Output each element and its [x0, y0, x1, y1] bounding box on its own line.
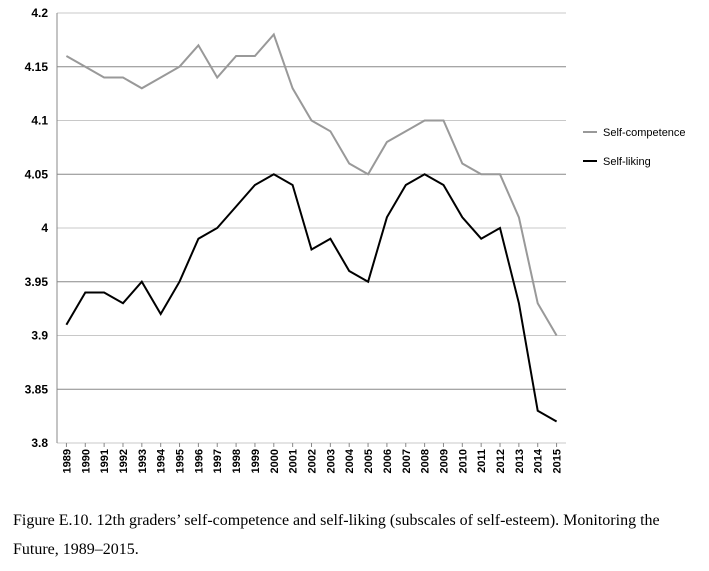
y-tick-label: 3.95 [25, 275, 49, 289]
y-tick-label: 4.1 [31, 114, 48, 128]
x-tick-label: 2007 [401, 449, 413, 473]
y-tick-label: 4 [41, 221, 48, 235]
x-tick-label: 1989 [61, 449, 73, 473]
x-tick-label: 2014 [533, 448, 545, 473]
x-tick-label: 2009 [438, 449, 450, 473]
x-tick-label: 1996 [193, 449, 205, 473]
x-tick-label: 1998 [231, 449, 243, 473]
x-tick-label: 2010 [457, 449, 469, 473]
x-tick-label: 2004 [344, 448, 356, 473]
y-tick-label: 4.15 [25, 60, 49, 74]
grid-lines [56, 12, 566, 444]
series-line-self-liking [65, 173, 558, 423]
x-tick-label: 1994 [156, 448, 168, 473]
x-tick-label: 1991 [99, 449, 111, 473]
legend-label: Self-competence [603, 127, 686, 139]
y-tick-label: 4.2 [31, 6, 48, 20]
legend-label: Self-liking [603, 156, 651, 168]
x-tick-label: 1993 [137, 449, 149, 473]
x-tick-label: 2011 [476, 449, 488, 473]
x-tick-label: 2000 [269, 449, 281, 473]
x-tick-label: 2006 [382, 449, 394, 473]
x-axis-ticks: 1989 1990 1991 1992 1993 1994 1995 1996 1997 1998… [61, 443, 564, 473]
x-tick-label: 2015 [552, 449, 564, 473]
figure-caption: Figure E.10. 12th graders’ self-competen… [13, 512, 660, 558]
y-tick-label: 3.9 [31, 329, 48, 343]
x-tick-label: 2003 [325, 449, 337, 473]
x-tick-label: 1990 [80, 449, 92, 473]
y-tick-label: 4.05 [25, 167, 49, 181]
x-tick-label: 1995 [175, 449, 187, 473]
x-tick-label: 1997 [212, 449, 224, 473]
x-tick-label: 2008 [420, 449, 432, 473]
x-tick-label: 1999 [250, 449, 262, 473]
x-tick-label: 2001 [288, 449, 300, 473]
series-lines [65, 32, 558, 423]
x-tick-label: 2005 [363, 449, 375, 473]
x-tick-label: 2002 [307, 449, 319, 473]
y-tick-label: 3.8 [31, 436, 48, 450]
x-tick-label: 2013 [514, 449, 526, 473]
y-tick-label: 3.85 [25, 382, 49, 396]
legend: Self-competence Self-liking [583, 127, 686, 168]
x-tick-label: 2012 [495, 449, 507, 473]
series-line-self-competence [65, 32, 558, 337]
x-tick-label: 1992 [118, 449, 130, 473]
y-axis-ticks: 4.2 4.15 4.1 4.05 4 3.95 3.9 3.85 3.8 [25, 6, 49, 450]
